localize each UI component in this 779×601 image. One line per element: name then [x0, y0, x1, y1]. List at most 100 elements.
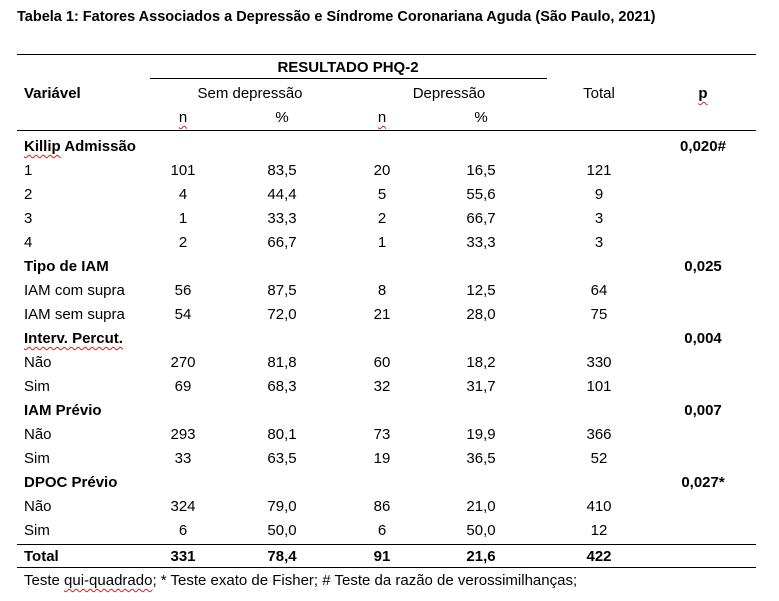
- cell-pct-sem-depressao: 63,5: [267, 450, 297, 467]
- cell-n-depressao: 6: [377, 522, 387, 539]
- row-label: 3: [24, 210, 33, 227]
- cell-n-sem-depressao: 293: [170, 426, 196, 443]
- top-rule: [17, 54, 756, 55]
- cell-pct-depressao: 31,7: [466, 378, 496, 395]
- cell-n-depressao: 8: [377, 282, 387, 299]
- row-label: Não: [24, 498, 52, 515]
- cell-pct-depressao: 12,5: [466, 282, 496, 299]
- row-label: Sim: [24, 522, 50, 539]
- cell-total: 121: [586, 162, 612, 179]
- cell-total: 3: [594, 210, 604, 227]
- cell-pct-sem-depressao: 68,3: [267, 378, 297, 395]
- cell-pct-depressao: 18,2: [466, 354, 496, 371]
- cell-n-depressao: 86: [373, 498, 391, 515]
- cell-n-depressao: 20: [373, 162, 391, 179]
- cell-pct-sem-depressao: 80,1: [267, 426, 297, 443]
- cell-n-depressao: 2: [377, 210, 387, 227]
- cell-pct-sem-depressao: 66,7: [267, 234, 297, 251]
- cell-n-depressao: 32: [373, 378, 391, 395]
- table-footnote: Teste qui-quadrado; * Teste exato de Fis…: [24, 572, 578, 589]
- cell-pct-depressao: 55,6: [466, 186, 496, 203]
- cell-pct-depressao: 19,9: [466, 426, 496, 443]
- header-n-sem: n: [178, 109, 188, 126]
- cell-pct-sem-depressao: 81,8: [267, 354, 297, 371]
- cell-n-sem-depressao: 324: [170, 498, 196, 515]
- cell-pct-sem-depressao: 72,0: [267, 306, 297, 323]
- cell-total: 3: [594, 234, 604, 251]
- cell-n-depressao: 1: [377, 234, 387, 251]
- cell-n-depressao: 5: [377, 186, 387, 203]
- cell-pct-depressao: 28,0: [466, 306, 496, 323]
- total-row-n-dep: 91: [373, 548, 391, 565]
- section-title: Interv. Percut.: [24, 330, 123, 347]
- header-depressao: Depressão: [412, 85, 486, 102]
- cell-n-sem-depressao: 1: [178, 210, 188, 227]
- header-total: Total: [583, 85, 615, 102]
- row-label: Sim: [24, 378, 50, 395]
- total-top-rule: [17, 544, 756, 545]
- bottom-rule: [17, 567, 756, 568]
- section-title: Tipo de IAM: [24, 258, 109, 275]
- total-row-n-sem: 331: [170, 548, 196, 565]
- cell-n-sem-depressao: 101: [170, 162, 196, 179]
- group-header-label: RESULTADO PHQ-2: [277, 59, 419, 76]
- cell-n-sem-depressao: 270: [170, 354, 196, 371]
- section-p-value: 0,027*: [681, 474, 725, 491]
- cell-total: 366: [586, 426, 612, 443]
- cell-pct-depressao: 33,3: [466, 234, 496, 251]
- cell-total: 330: [586, 354, 612, 371]
- header-pct-sem: %: [275, 109, 289, 126]
- row-label: IAM sem supra: [24, 306, 125, 323]
- section-title: Killip Admissão: [24, 138, 136, 155]
- header-sem-depressao: Sem depressão: [197, 85, 303, 102]
- section-p-value: 0,020#: [680, 138, 726, 155]
- cell-n-depressao: 19: [373, 450, 391, 467]
- cell-pct-sem-depressao: 83,5: [267, 162, 297, 179]
- group-header-rule: [150, 78, 547, 79]
- cell-pct-depressao: 16,5: [466, 162, 496, 179]
- cell-total: 101: [586, 378, 612, 395]
- row-label: 4: [24, 234, 33, 251]
- cell-n-sem-depressao: 54: [174, 306, 192, 323]
- cell-n-sem-depressao: 33: [174, 450, 192, 467]
- header-pct-dep: %: [474, 109, 488, 126]
- section-p-value: 0,025: [684, 258, 722, 275]
- row-label: 2: [24, 186, 33, 203]
- cell-pct-sem-depressao: 33,3: [267, 210, 297, 227]
- row-label: Não: [24, 426, 52, 443]
- section-p-value: 0,004: [684, 330, 722, 347]
- row-label: 1: [24, 162, 33, 179]
- section-title: IAM Prévio: [24, 402, 102, 419]
- cell-total: 64: [590, 282, 608, 299]
- cell-n-sem-depressao: 4: [178, 186, 188, 203]
- cell-n-sem-depressao: 6: [178, 522, 188, 539]
- header-variable: Variável: [24, 85, 81, 102]
- cell-total: 12: [590, 522, 608, 539]
- cell-n-depressao: 21: [373, 306, 391, 323]
- cell-n-sem-depressao: 69: [174, 378, 192, 395]
- cell-pct-sem-depressao: 79,0: [267, 498, 297, 515]
- section-p-value: 0,007: [684, 402, 722, 419]
- header-bottom-rule: [17, 130, 756, 131]
- cell-total: 9: [594, 186, 604, 203]
- header-n-dep: n: [377, 109, 387, 126]
- row-label: Não: [24, 354, 52, 371]
- cell-pct-depressao: 66,7: [466, 210, 496, 227]
- cell-total: 52: [590, 450, 608, 467]
- total-row-total: 422: [586, 548, 612, 565]
- cell-pct-sem-depressao: 87,5: [267, 282, 297, 299]
- cell-pct-depressao: 36,5: [466, 450, 496, 467]
- header-p: p: [698, 85, 708, 102]
- cell-pct-depressao: 21,0: [466, 498, 496, 515]
- total-row-pct-sem: 78,4: [267, 548, 297, 565]
- section-title: DPOC Prévio: [24, 474, 118, 491]
- total-row-label: Total: [24, 548, 59, 565]
- total-row-pct-dep: 21,6: [466, 548, 496, 565]
- cell-n-sem-depressao: 56: [174, 282, 192, 299]
- table-caption: Tabela 1: Fatores Associados a Depressão…: [17, 9, 656, 25]
- cell-n-sem-depressao: 2: [178, 234, 188, 251]
- cell-pct-sem-depressao: 50,0: [267, 522, 297, 539]
- cell-pct-depressao: 50,0: [466, 522, 496, 539]
- cell-n-depressao: 73: [373, 426, 391, 443]
